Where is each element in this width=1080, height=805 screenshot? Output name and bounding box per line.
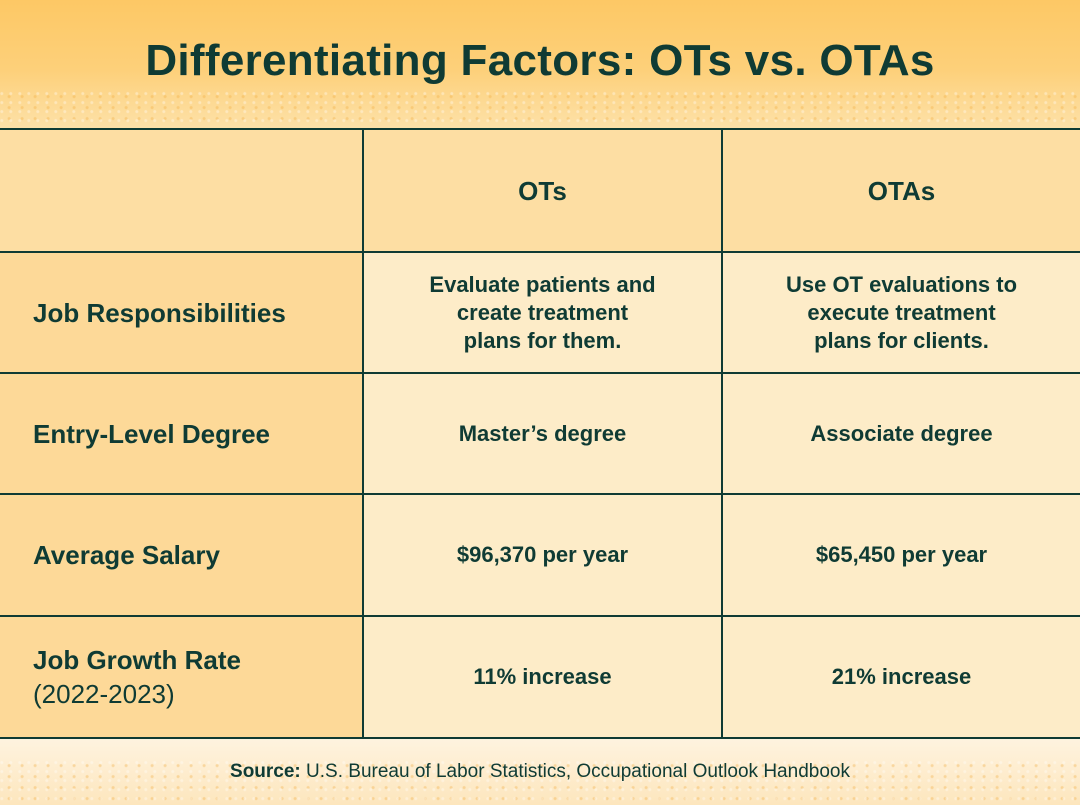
row-label: Entry-Level Degree (0, 374, 364, 493)
table-row: Job Growth Rate (2022-2023) 11% increase… (0, 617, 1080, 737)
ot-value-text: Evaluate patients and create treatment p… (429, 271, 656, 353)
ot-value: $96,370 per year (364, 495, 723, 615)
row-label-text: Entry-Level Degree (33, 418, 270, 449)
comparison-table: OTs OTAs Job Responsibilities Evaluate p… (0, 128, 1080, 739)
row-label-group: Job Growth Rate (2022-2023) (33, 646, 241, 708)
ota-value: Associate degree (723, 374, 1080, 493)
table-row: Average Salary $96,370 per year $65,450 … (0, 495, 1080, 615)
table-row: Entry-Level Degree Master’s degree Assoc… (0, 374, 1080, 493)
row-label-text: Job Growth Rate (33, 645, 242, 675)
footer: Source: U.S. Bureau of Labor Statistics,… (0, 739, 1080, 805)
ota-value: Use OT evaluations to execute treatment … (723, 253, 1080, 372)
source-label: Source: (230, 761, 301, 782)
footer-texture (0, 759, 1080, 805)
row-label: Job Growth Rate (2022-2023) (0, 617, 364, 737)
row-divider (0, 251, 1080, 253)
ota-value: 21% increase (723, 617, 1080, 737)
ota-value-text: Use OT evaluations to execute treatment … (785, 271, 1018, 353)
row-divider (0, 372, 1080, 374)
row-label: Job Responsibilities (0, 253, 364, 372)
header-otas: OTAs (723, 130, 1080, 251)
row-divider (0, 615, 1080, 617)
row-label-subtext: (2022-2023) (33, 679, 175, 709)
ot-value: Master’s degree (364, 374, 723, 493)
table-header-row: OTs OTAs (0, 130, 1080, 251)
page-title: Differentiating Factors: OTs vs. OTAs (145, 36, 935, 85)
row-label-text: Job Responsibilities (33, 297, 286, 328)
ot-value: 11% increase (364, 617, 723, 737)
ota-value: $65,450 per year (723, 495, 1080, 615)
source-text: U.S. Bureau of Labor Statistics, Occupat… (306, 761, 850, 782)
source-note: Source: U.S. Bureau of Labor Statistics,… (0, 761, 1080, 783)
banner-texture (0, 90, 1080, 128)
table-row: Job Responsibilities Evaluate patients a… (0, 253, 1080, 372)
header-empty-cell (0, 130, 364, 251)
row-divider (0, 493, 1080, 495)
title-banner: Differentiating Factors: OTs vs. OTAs (0, 0, 1080, 128)
header-ots: OTs (364, 130, 723, 251)
row-label: Average Salary (0, 495, 364, 615)
ot-value: Evaluate patients and create treatment p… (364, 253, 723, 372)
row-label-text: Average Salary (33, 540, 220, 570)
